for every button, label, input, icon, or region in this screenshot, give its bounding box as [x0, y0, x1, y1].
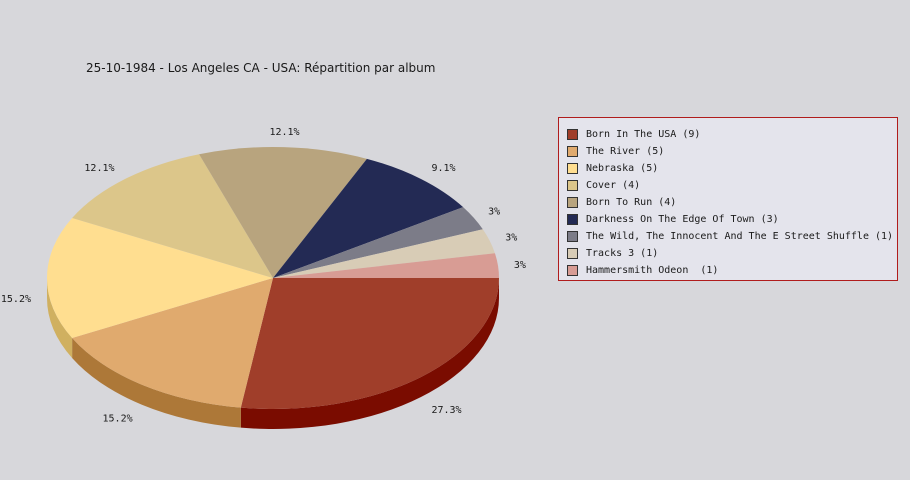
- legend-label: Born To Run (4): [586, 197, 677, 208]
- legend-label: Darkness On The Edge Of Town (3): [586, 214, 779, 225]
- legend-swatch: [567, 248, 578, 259]
- pie-slice-side-1: [240, 278, 499, 429]
- legend-swatch: [567, 231, 578, 242]
- legend-swatch: [567, 214, 578, 225]
- legend-swatch: [567, 129, 578, 140]
- pie-slice-side-2: [72, 338, 241, 428]
- pie-percent-label-9: 3%: [514, 260, 526, 271]
- pie-percent-label-5: 12.1%: [269, 127, 299, 138]
- pie-slice-2: [72, 278, 273, 408]
- legend-item-1: Born In The USA (9): [567, 126, 897, 143]
- legend-item-3: Nebraska (5): [567, 160, 897, 177]
- legend-label: Tracks 3 (1): [586, 248, 659, 259]
- legend-label: The River (5): [586, 146, 665, 157]
- legend-item-5: Born To Run (4): [567, 194, 897, 211]
- pie-slice-5: [199, 147, 367, 278]
- pie-percent-label-7: 3%: [488, 207, 500, 218]
- pie-percent-label-3: 15.2%: [1, 294, 31, 305]
- legend-label: Cover (4): [586, 180, 641, 191]
- pie-percent-label-4: 12.1%: [84, 163, 114, 174]
- pie-slice-6: [273, 158, 464, 278]
- legend-item-6: Darkness On The Edge Of Town (3): [567, 211, 897, 228]
- pie-slice-7: [273, 207, 483, 278]
- legend-item-2: The River (5): [567, 143, 897, 160]
- pie-percent-label-8: 3%: [505, 233, 517, 244]
- pie-slice-3: [46, 217, 273, 339]
- chart-title: 25-10-1984 - Los Angeles CA - USA: Répar…: [86, 61, 436, 75]
- pie-percent-label-2: 15.2%: [103, 414, 133, 425]
- legend-label: Nebraska (5): [586, 163, 659, 174]
- legend-item-9: Hammersmith Odeon (1): [567, 262, 897, 279]
- legend-swatch: [567, 197, 578, 208]
- legend-label: Born In The USA (9): [586, 129, 701, 140]
- legend-label: Hammersmith Odeon (1): [586, 265, 719, 276]
- pie-slice-side-3: [47, 278, 73, 359]
- pie-slice-9: [273, 253, 499, 278]
- legend-swatch: [567, 146, 578, 157]
- legend-swatch: [567, 265, 578, 276]
- legend-swatch: [567, 180, 578, 191]
- legend-item-8: Tracks 3 (1): [567, 245, 897, 262]
- legend-swatch: [567, 163, 578, 174]
- pie-percent-label-1: 27.3%: [431, 405, 461, 416]
- legend: Born In The USA (9) The River (5) Nebraska…: [558, 117, 898, 281]
- pie-slice-8: [273, 229, 495, 278]
- pie-percent-label-6: 9.1%: [431, 163, 455, 174]
- legend-item-7: The Wild, The Innocent And The E Street …: [567, 228, 897, 245]
- legend-label: The Wild, The Innocent And The E Street …: [586, 231, 894, 242]
- pie-slice-1: [240, 278, 499, 409]
- legend-item-4: Cover (4): [567, 177, 897, 194]
- pie-slice-4: [72, 154, 273, 278]
